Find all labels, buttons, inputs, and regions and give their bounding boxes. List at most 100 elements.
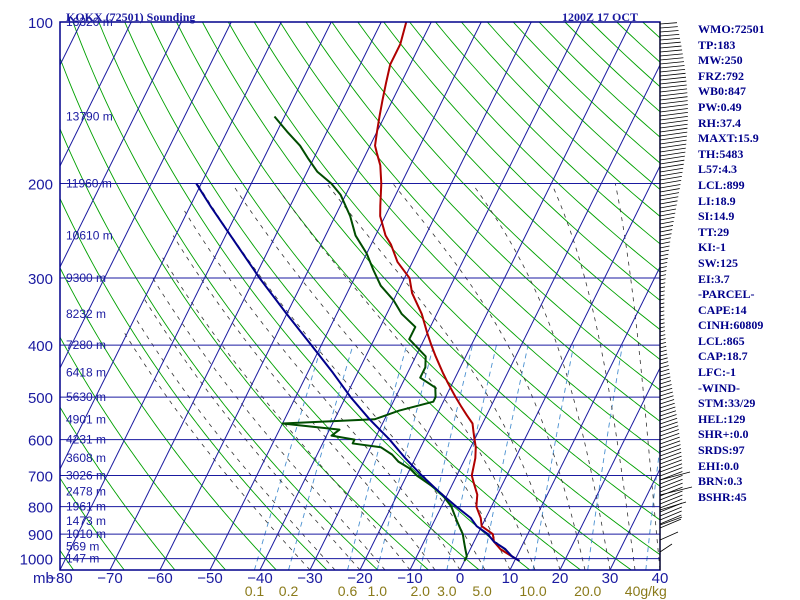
wind-barb bbox=[659, 440, 681, 449]
wind-barb bbox=[659, 119, 688, 125]
temperature-tick-label: −40 bbox=[247, 570, 272, 587]
wind-barb bbox=[659, 123, 688, 129]
wind-barb bbox=[659, 455, 682, 465]
wind-barb bbox=[659, 518, 682, 529]
mixing-ratio-label: 0.1 bbox=[245, 583, 265, 599]
wind-barb bbox=[659, 270, 667, 273]
wind-barb bbox=[659, 444, 681, 453]
chart-title: KOKX (72501) Sounding bbox=[66, 10, 195, 24]
index-item: CAP:18.7 bbox=[698, 349, 748, 364]
wind-barb bbox=[659, 229, 673, 233]
wind-barb bbox=[659, 115, 688, 121]
pressure-tick-label: 300 bbox=[28, 271, 53, 288]
isotherm-line bbox=[509, 265, 660, 570]
wind-barb bbox=[659, 100, 688, 105]
moist-adiabat-line bbox=[614, 183, 660, 570]
dry-adiabat-line bbox=[409, 22, 660, 273]
index-item: LI:18.9 bbox=[698, 193, 736, 208]
wind-barb bbox=[659, 163, 684, 169]
moist-adiabat-line bbox=[152, 277, 386, 570]
profile-lines bbox=[195, 22, 520, 562]
index-item: HEL:129 bbox=[698, 411, 746, 426]
moist-adiabat-line bbox=[197, 183, 486, 570]
wind-barb bbox=[659, 69, 686, 73]
isotherm-line bbox=[159, 22, 432, 570]
wind-barb bbox=[659, 220, 674, 225]
wind-barb bbox=[659, 192, 680, 197]
xaxis-prefix-label: mb bbox=[33, 570, 54, 587]
wind-barb bbox=[659, 486, 683, 497]
mixing-ratio-label: 0.2 bbox=[279, 583, 299, 599]
wind-barb bbox=[659, 253, 669, 257]
index-item: CINH:60809 bbox=[698, 318, 764, 333]
wind-barb bbox=[659, 490, 683, 501]
index-item: BSHR:45 bbox=[698, 489, 747, 504]
wind-barb bbox=[659, 506, 683, 517]
mixing-ratio-line bbox=[446, 344, 497, 570]
mixing-ratio-label: 5.0 bbox=[472, 583, 492, 599]
wind-barb bbox=[659, 417, 678, 425]
temperature-tick-label: 20 bbox=[552, 570, 569, 587]
dry-adiabat-line bbox=[150, 22, 632, 570]
wind-barb bbox=[659, 290, 665, 293]
dry-adiabat-line bbox=[60, 266, 277, 570]
wind-barb bbox=[659, 41, 681, 45]
isotherm-line bbox=[559, 366, 660, 570]
wind-barb bbox=[659, 353, 668, 357]
temperature-tick-label: 30 bbox=[602, 570, 619, 587]
dry-adiabat-line bbox=[383, 22, 660, 301]
wind-barb bbox=[659, 45, 682, 49]
wind-barb bbox=[659, 306, 665, 309]
wind-barb bbox=[659, 65, 685, 69]
dry-adiabat-line bbox=[357, 22, 660, 331]
wind-barb bbox=[659, 318, 665, 321]
background-grid bbox=[60, 22, 660, 570]
wind-barb bbox=[659, 514, 682, 525]
wind-barb bbox=[659, 341, 667, 345]
dry-adiabat-line bbox=[60, 127, 379, 570]
wind-barb bbox=[659, 237, 671, 241]
moist-adiabat-line bbox=[124, 332, 311, 570]
wind-barb bbox=[659, 338, 666, 341]
wind-barb bbox=[659, 200, 678, 205]
wind-barb bbox=[659, 368, 670, 373]
wind-barb bbox=[659, 30, 679, 33]
wind-barb bbox=[659, 159, 685, 165]
index-item: SRDS:97 bbox=[698, 443, 745, 458]
wind-barb bbox=[659, 108, 688, 113]
dry-adiabat-line bbox=[72, 22, 480, 570]
wind-barb bbox=[659, 429, 679, 437]
wind-barb bbox=[659, 241, 671, 245]
index-item: LCL:899 bbox=[698, 177, 745, 192]
wind-barb bbox=[659, 188, 680, 193]
wind-barb bbox=[659, 334, 666, 337]
wind-barb bbox=[659, 474, 683, 485]
wind-barb bbox=[659, 421, 678, 429]
stability-indices-panel: WMO:72501 TP:183 MW:250 FRZ:792 WB0:847 PW:0.… bbox=[698, 22, 798, 505]
dry-adiabat-line bbox=[253, 22, 660, 454]
mixing-ratio-label: 10.0 bbox=[519, 583, 546, 599]
wind-barb bbox=[659, 139, 687, 145]
wind-barb bbox=[659, 53, 683, 57]
index-item: LCL:865 bbox=[698, 333, 745, 348]
index-item: BRN:0.3 bbox=[698, 474, 743, 489]
height-label: 5630 m bbox=[66, 390, 106, 404]
wind-barb bbox=[659, 143, 687, 149]
wind-barb bbox=[659, 498, 683, 509]
index-item: TP:183 bbox=[698, 37, 736, 52]
temperature-tick-label: −10 bbox=[397, 570, 422, 587]
wind-barb bbox=[659, 49, 683, 53]
index-item: SW:125 bbox=[698, 255, 739, 270]
dry-adiabat-line bbox=[60, 406, 176, 570]
wind-barb bbox=[659, 432, 680, 441]
index-item: SI:14.9 bbox=[698, 209, 735, 224]
index-item: WB0:847 bbox=[698, 84, 746, 99]
moist-adiabat-line bbox=[142, 296, 361, 570]
wind-barb bbox=[659, 448, 682, 457]
height-label: 147 m bbox=[66, 552, 99, 566]
mixing-ratio-line bbox=[376, 344, 435, 570]
wind-barb bbox=[659, 212, 676, 217]
wind-barb bbox=[659, 326, 665, 329]
dry-adiabat-line bbox=[60, 549, 74, 570]
